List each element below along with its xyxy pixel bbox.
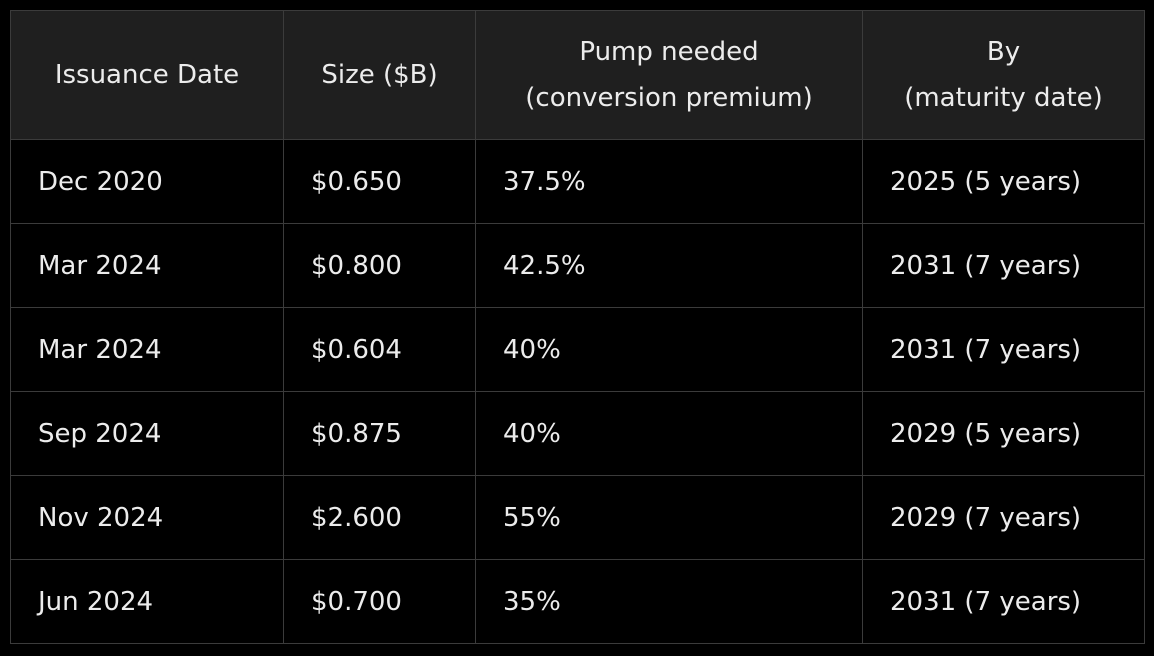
- table-cell: 2031 (7 years): [862, 559, 1145, 644]
- table-cell: 2025 (5 years): [862, 139, 1145, 224]
- table-row: Mar 2024 $0.604 40% 2031 (7 years): [10, 307, 1145, 392]
- table-cell: $0.650: [283, 139, 476, 224]
- header-cell: Size ($B): [283, 10, 476, 140]
- header-text: Pump needed: [579, 37, 759, 67]
- data-table: Issuance Date Size ($B) Pump needed (conver…: [10, 10, 1145, 644]
- table-cell: $0.875: [283, 391, 476, 476]
- table-row: Jun 2024 $0.700 35% 2031 (7 years): [10, 559, 1145, 644]
- table-cell: 2031 (7 years): [862, 307, 1145, 392]
- table-cell: Dec 2020: [10, 139, 284, 224]
- header-cell: By (maturity date): [862, 10, 1145, 140]
- table-cell: 2031 (7 years): [862, 223, 1145, 308]
- table-row: Nov 2024 $2.600 55% 2029 (7 years): [10, 475, 1145, 560]
- table-cell: Jun 2024: [10, 559, 284, 644]
- table-cell: 2029 (5 years): [862, 391, 1145, 476]
- table-cell: 40%: [475, 391, 863, 476]
- table-row: Sep 2024 $0.875 40% 2029 (5 years): [10, 391, 1145, 476]
- table-cell: 2029 (7 years): [862, 475, 1145, 560]
- table-cell: Mar 2024: [10, 223, 284, 308]
- table-cell: $0.604: [283, 307, 476, 392]
- table-cell: $2.600: [283, 475, 476, 560]
- header-text: Issuance Date: [54, 60, 240, 90]
- table-cell: 35%: [475, 559, 863, 644]
- table-row: Dec 2020 $0.650 37.5% 2025 (5 years): [10, 139, 1145, 224]
- table-cell: 37.5%: [475, 139, 863, 224]
- header-text: By: [986, 37, 1021, 67]
- header-text: (maturity date): [904, 83, 1103, 113]
- table-cell: 40%: [475, 307, 863, 392]
- header-row: Issuance Date Size ($B) Pump needed (conver…: [10, 10, 1145, 140]
- table-cell: $0.700: [283, 559, 476, 644]
- table-cell: Mar 2024: [10, 307, 284, 392]
- header-cell: Pump needed (conversion premium): [475, 10, 863, 140]
- table-cell: 42.5%: [475, 223, 863, 308]
- table-cell: $0.800: [283, 223, 476, 308]
- header-cell: Issuance Date: [10, 10, 284, 140]
- header-text: (conversion premium): [525, 83, 813, 113]
- table-cell: Sep 2024: [10, 391, 284, 476]
- table-row: Mar 2024 $0.800 42.5% 2031 (7 years): [10, 223, 1145, 308]
- header-text: Size ($B): [321, 60, 438, 90]
- table-body: Dec 2020 $0.650 37.5% 2025 (5 years) Mar 202…: [10, 139, 1145, 644]
- table-cell: Nov 2024: [10, 475, 284, 560]
- table-cell: 55%: [475, 475, 863, 560]
